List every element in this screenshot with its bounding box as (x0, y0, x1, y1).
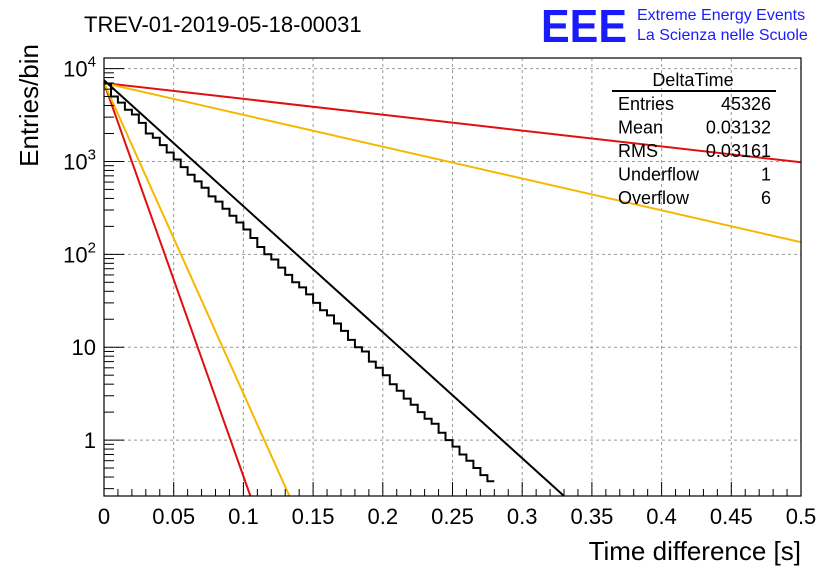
x-tick-label: 0.05 (152, 504, 195, 529)
eee-logo-line1: Extreme Energy Events (637, 7, 805, 24)
x-tick-label: 0.3 (507, 504, 538, 529)
histogram-step-line (104, 82, 495, 483)
x-tick-label: 0.15 (292, 504, 335, 529)
x-tick-label: 0.5 (786, 504, 817, 529)
stats-row-value: 0.03161 (706, 141, 771, 161)
stats-row-value: 0.03132 (706, 118, 771, 138)
y-tick-label: 102 (63, 239, 96, 267)
x-tick-labels: 0 0.05 0.1 0.15 0.2 0.25 0.3 0.35 0.4 0.45 0.5 (98, 504, 816, 529)
eee-logo-line2: La Scienza nelle Scuole (637, 27, 808, 44)
x-axis-title: Time difference [s] (589, 536, 801, 566)
x-tick-label: 0.45 (710, 504, 753, 529)
stats-row-label: RMS (618, 141, 658, 161)
chart-title: TREV-01-2019-05-18-00031 (84, 12, 362, 37)
stats-row-label: Mean (618, 118, 663, 138)
stats-title: DeltaTime (652, 70, 733, 90)
stats-row-value: 1 (761, 165, 771, 185)
x-tick-label: 0.1 (228, 504, 259, 529)
y-tick-label: 103 (63, 146, 96, 174)
stats-row-value: 45326 (721, 94, 771, 114)
fit-line (103, 82, 802, 244)
stats-row-label: Underflow (618, 165, 700, 185)
fit-line (103, 82, 802, 164)
fit-line (103, 82, 252, 497)
eee-logo-mark: EEE (541, 0, 627, 52)
plot-lines (103, 79, 802, 497)
stats-rows: Entries 45326 Mean 0.03132 RMS 0.03161 Underfl… (618, 94, 771, 208)
eee-logo: EEE Extreme Energy Events La Scienza nel… (541, 0, 808, 52)
y-tick-labels: 1 10 102 103 104 (63, 54, 96, 454)
stats-row-value: 6 (761, 188, 771, 208)
axis-ticks (103, 68, 802, 496)
y-tick-label: 10 (72, 335, 96, 360)
fit-line (103, 79, 565, 497)
x-tick-label: 0 (98, 504, 110, 529)
x-tick-label: 0.4 (646, 504, 677, 529)
stats-box: DeltaTime Entries 45326 Mean 0.03132 RMS 0.03… (612, 70, 776, 208)
fit-line (103, 82, 291, 497)
x-tick-label: 0.2 (368, 504, 399, 529)
y-tick-label: 1 (84, 428, 96, 453)
x-tick-label: 0.25 (431, 504, 474, 529)
x-tick-label: 0.35 (570, 504, 613, 529)
y-tick-label: 104 (63, 54, 96, 82)
stats-row-label: Overflow (618, 188, 690, 208)
stats-row-label: Entries (618, 94, 674, 114)
y-axis-title: Entries/bin (14, 44, 44, 167)
